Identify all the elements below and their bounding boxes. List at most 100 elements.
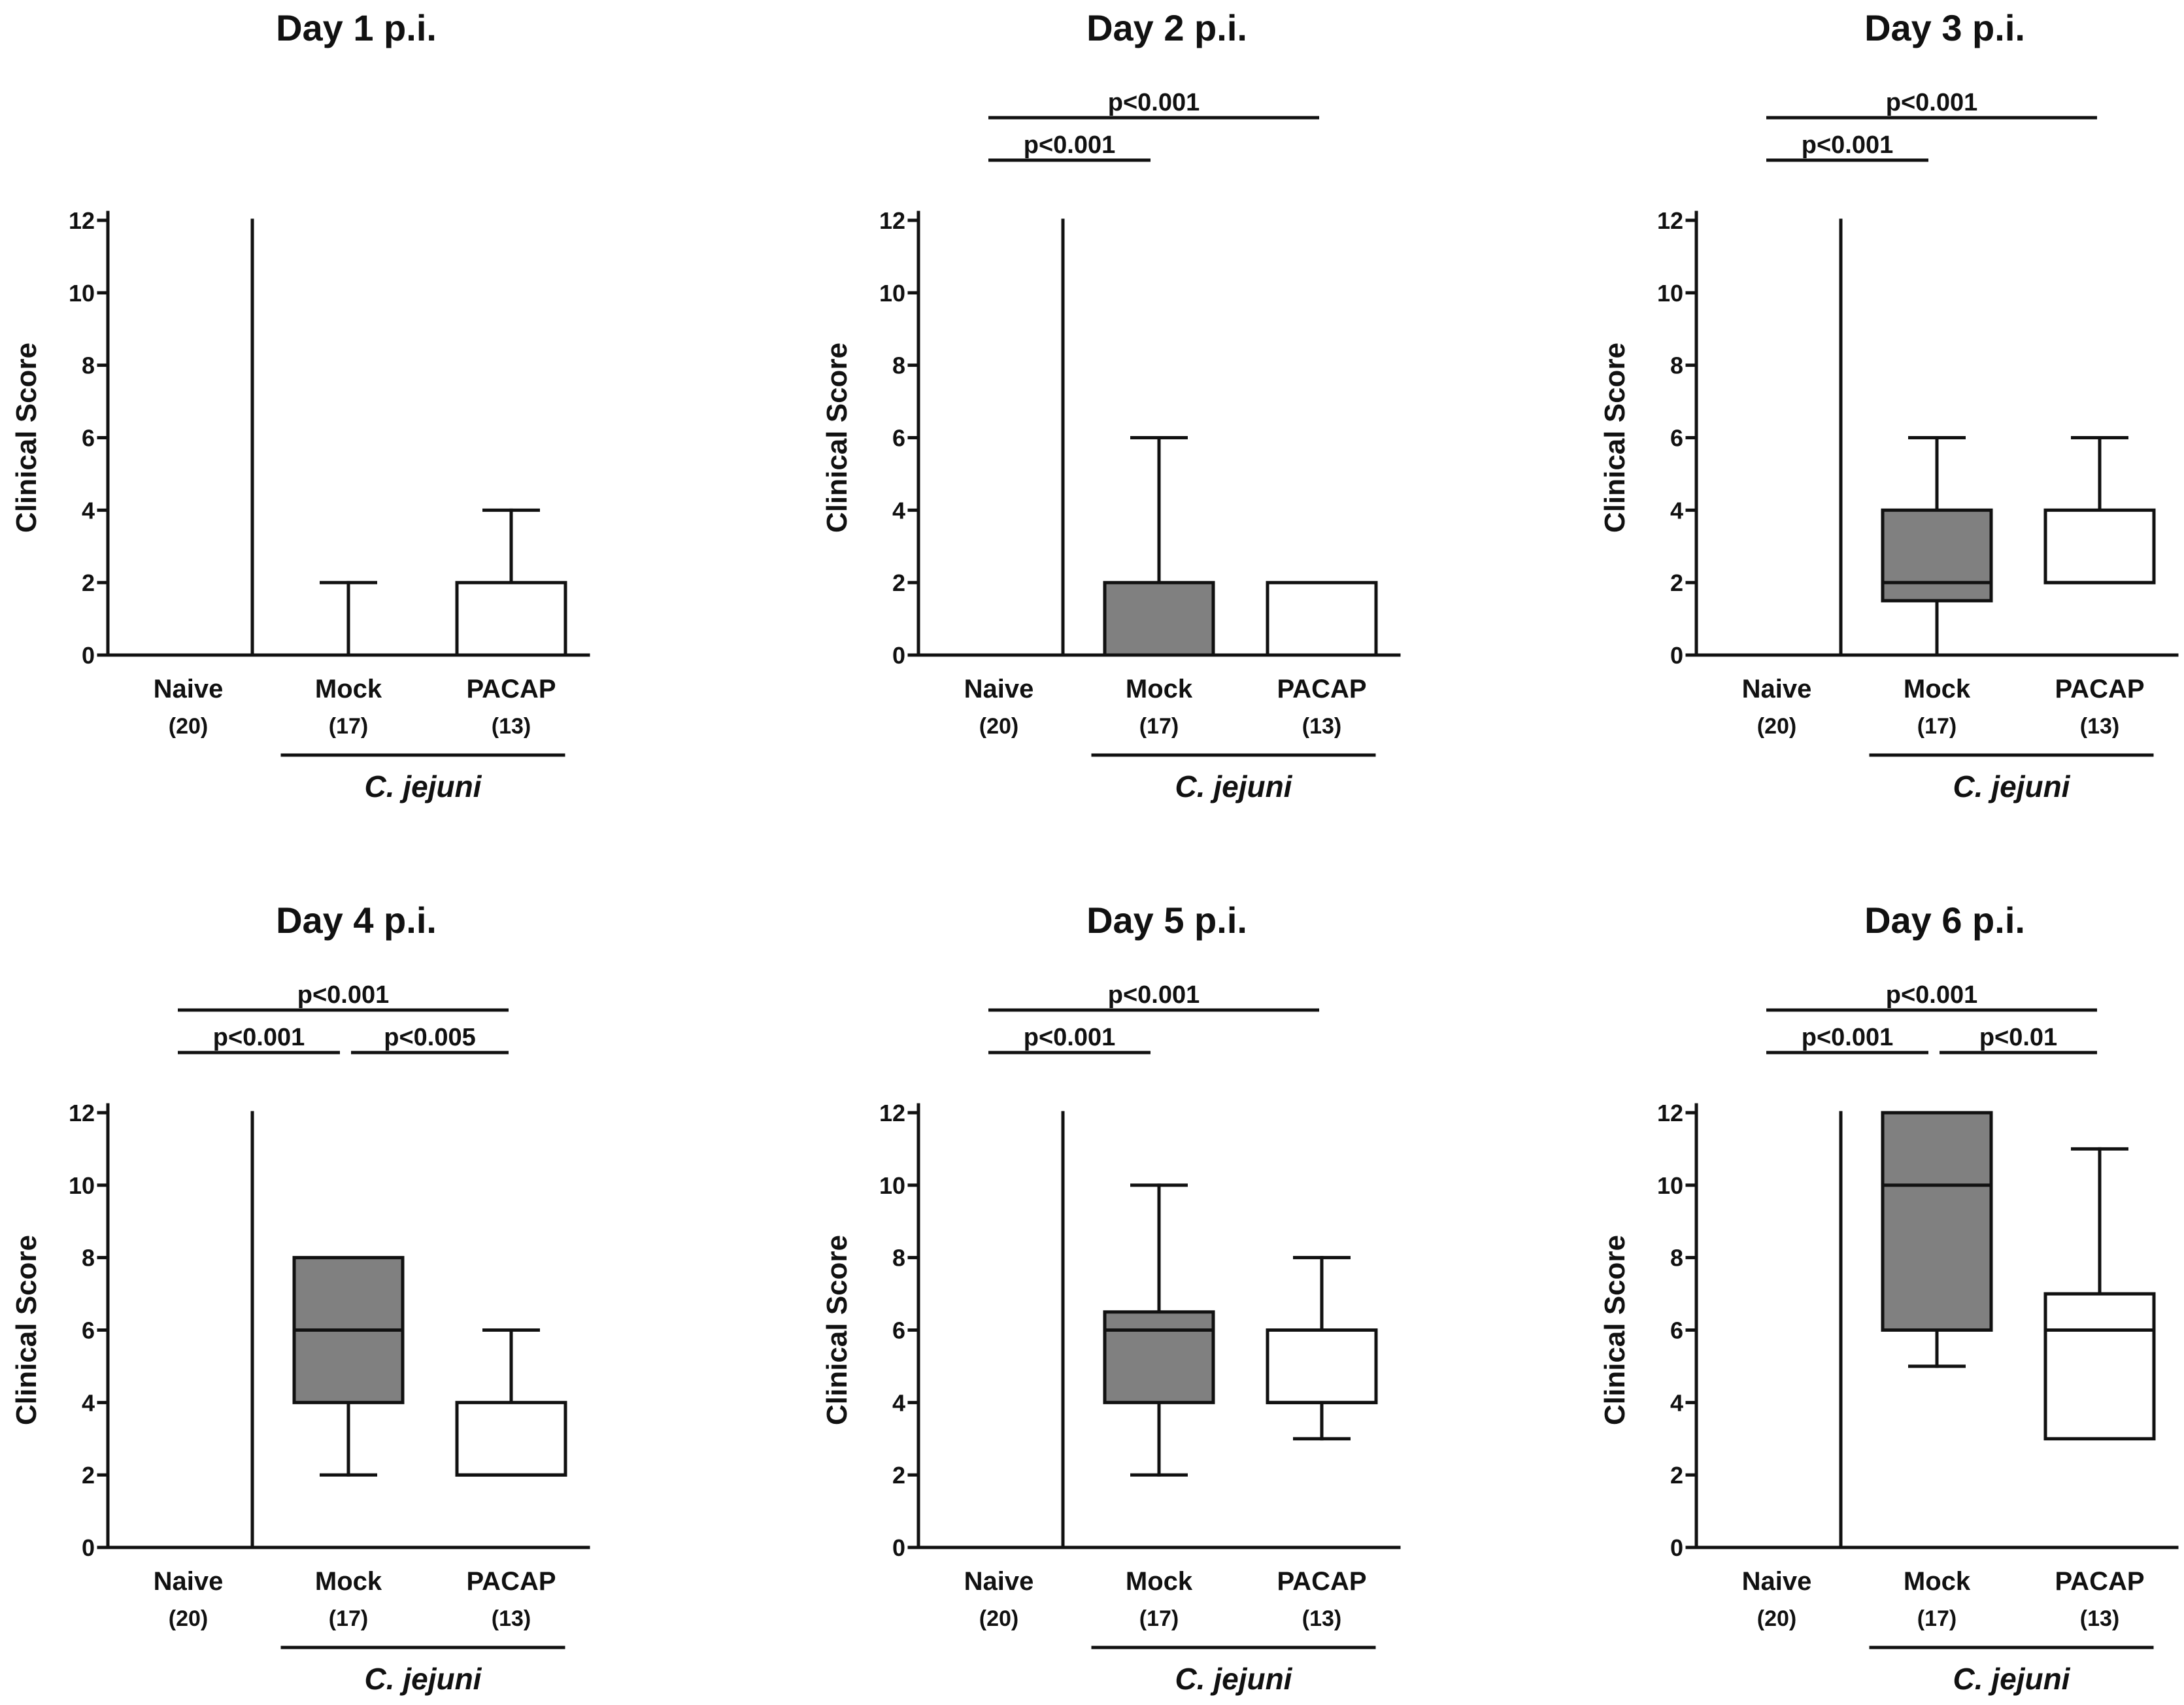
- y-axis-label: Clinical Score: [821, 343, 853, 533]
- x-count-label: (20): [979, 714, 1018, 739]
- x-count-label: (17): [1917, 1606, 1957, 1631]
- box-mock: [1103, 1183, 1215, 1477]
- box-pacap: [2043, 1147, 2156, 1441]
- y-tick-label: 8: [892, 352, 905, 379]
- y-tick-label: 6: [82, 1317, 95, 1344]
- significance-label: p<0.001: [1802, 131, 1894, 159]
- y-tick-label: 10: [69, 280, 95, 307]
- box-iqr: [2043, 508, 2156, 584]
- y-tick-label: 12: [1657, 1100, 1683, 1126]
- box-iqr: [1103, 581, 1215, 657]
- x-category-label: PACAP: [2055, 675, 2144, 703]
- x-count-label: (20): [169, 1606, 208, 1631]
- y-tick-label: 10: [1657, 280, 1683, 307]
- box-mock: [292, 1256, 405, 1477]
- significance-bracket: p<0.001: [988, 131, 1151, 162]
- group-label: C. jejuni: [365, 769, 482, 803]
- x-category-label: Mock: [315, 675, 382, 703]
- y-tick-label: 2: [82, 1462, 95, 1489]
- y-tick-label: 4: [1670, 1389, 1683, 1416]
- y-tick-label: 6: [1670, 425, 1683, 452]
- x-count-label: (20): [979, 1606, 1018, 1631]
- significance-bracket: p<0.005: [351, 1024, 509, 1055]
- significance-bracket: p<0.001: [178, 981, 509, 1012]
- x-category-label: PACAP: [466, 675, 556, 703]
- significance-bracket: p<0.01: [1940, 1024, 2097, 1055]
- box-iqr: [1881, 1111, 1993, 1332]
- y-tick-label: 4: [892, 497, 905, 524]
- x-count-label: (13): [1302, 1606, 1341, 1631]
- significance-bracket: p<0.001: [1766, 1024, 1928, 1055]
- y-tick-label: 2: [82, 569, 95, 596]
- x-category-label: Naive: [1742, 1567, 1812, 1596]
- chart-title: Day 3 p.i.: [1864, 7, 2025, 48]
- significance-label: p<0.001: [1108, 981, 1200, 1009]
- significance-bracket: p<0.001: [1766, 131, 1928, 162]
- significance-label: p<0.001: [213, 1024, 305, 1051]
- significance-label: p<0.001: [1024, 131, 1116, 159]
- y-tick-label: 0: [82, 642, 95, 669]
- box-mock: [320, 581, 377, 657]
- significance-label: p<0.001: [1802, 1024, 1894, 1051]
- chart-panel-1: Day 1 p.i. Clinical Score 0 2 4 6 8 10 12 Naive (2…: [10, 7, 590, 803]
- y-tick-label: 0: [892, 642, 905, 669]
- x-category-label: Mock: [1126, 1567, 1193, 1596]
- x-category-label: Naive: [1742, 675, 1812, 703]
- y-tick-label: 6: [1670, 1317, 1683, 1344]
- x-category-label: Naive: [964, 675, 1034, 703]
- significance-label: p<0.001: [297, 981, 390, 1009]
- y-tick-label: 4: [892, 1389, 905, 1416]
- x-count-label: (20): [1757, 714, 1796, 739]
- y-axis-label: Clinical Score: [10, 1235, 42, 1425]
- x-category-label: PACAP: [1277, 1567, 1366, 1596]
- y-tick-label: 10: [1657, 1172, 1683, 1199]
- y-tick-label: 8: [82, 1245, 95, 1272]
- y-tick-label: 12: [1657, 207, 1683, 234]
- group-label: C. jejuni: [1953, 769, 2071, 803]
- y-tick-label: 0: [1670, 642, 1683, 669]
- significance-bracket: p<0.001: [1766, 981, 2097, 1012]
- y-tick-label: 0: [82, 1534, 95, 1561]
- significance-label: p<0.001: [1886, 89, 1978, 116]
- box-iqr: [1266, 581, 1378, 657]
- y-tick-label: 0: [892, 1534, 905, 1561]
- y-tick-label: 4: [82, 1389, 95, 1416]
- chart-panel-3: Day 3 p.i. Clinical Score 0 2 4 6 8 10 12 Naive (2…: [1599, 7, 2179, 803]
- y-tick-label: 8: [1670, 1245, 1683, 1272]
- y-axis-label: Clinical Score: [1599, 343, 1631, 533]
- y-tick-label: 8: [1670, 352, 1683, 379]
- box-pacap: [2043, 436, 2156, 584]
- y-tick-label: 12: [879, 1100, 905, 1126]
- x-category-label: Mock: [1904, 675, 1971, 703]
- x-count-label: (20): [1757, 1606, 1796, 1631]
- x-count-label: (17): [329, 714, 368, 739]
- y-tick-label: 0: [1670, 1534, 1683, 1561]
- y-tick-label: 2: [1670, 569, 1683, 596]
- x-category-label: Mock: [1126, 675, 1193, 703]
- chart-panel-5: Day 5 p.i. Clinical Score 0 2 4 6 8 10 12 Naive (2…: [821, 900, 1401, 1696]
- x-count-label: (13): [492, 714, 531, 739]
- significance-bracket: p<0.001: [988, 1024, 1151, 1055]
- x-category-label: PACAP: [1277, 675, 1366, 703]
- x-category-label: Naive: [154, 1567, 224, 1596]
- x-category-label: Mock: [1904, 1567, 1971, 1596]
- y-tick-label: 6: [892, 1317, 905, 1344]
- chart-panel-2: Day 2 p.i. Clinical Score 0 2 4 6 8 10 12 Naive (2…: [821, 7, 1401, 803]
- box-pacap: [455, 508, 567, 657]
- x-category-label: Mock: [315, 1567, 382, 1596]
- chart-title: Day 5 p.i.: [1086, 900, 1247, 941]
- significance-bracket: p<0.001: [988, 981, 1319, 1012]
- y-tick-label: 8: [892, 1245, 905, 1272]
- significance-label: p<0.001: [1886, 981, 1978, 1009]
- box-iqr: [2043, 1292, 2156, 1441]
- y-tick-label: 10: [879, 280, 905, 307]
- significance-bracket: p<0.001: [988, 89, 1319, 120]
- chart-title: Day 2 p.i.: [1086, 7, 1247, 48]
- significance-label: p<0.005: [384, 1024, 476, 1051]
- y-tick-label: 2: [892, 1462, 905, 1489]
- x-count-label: (13): [2080, 714, 2119, 739]
- significance-label: p<0.01: [1979, 1024, 2057, 1051]
- x-count-label: (17): [1917, 714, 1957, 739]
- y-tick-label: 10: [69, 1172, 95, 1199]
